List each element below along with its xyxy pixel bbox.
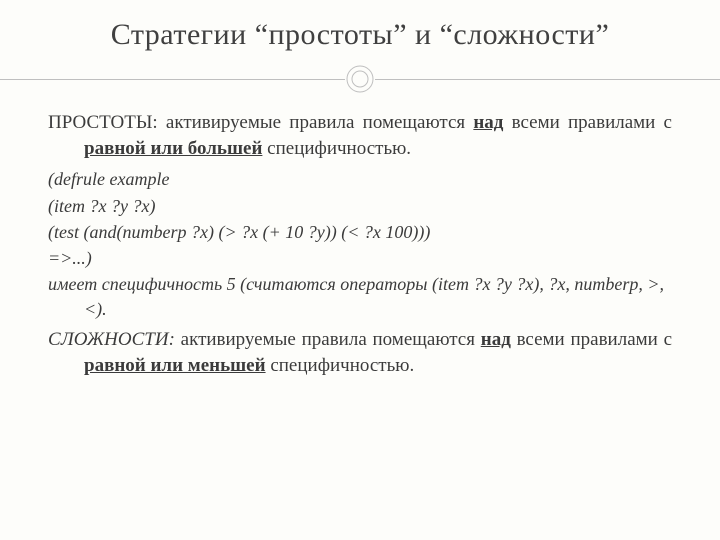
slide-body: ПРОСТОТЫ: активируемые правила помещаютс… <box>48 110 672 378</box>
text: всеми правилами с <box>503 112 672 133</box>
paragraph-simplicity: ПРОСТОТЫ: активируемые правила помещаютс… <box>48 110 672 161</box>
emph-over: над <box>473 112 503 133</box>
code-line-2: (item ?x ?y ?x) <box>48 194 672 218</box>
lead-simplicity: ПРОСТОТЫ: <box>48 112 158 133</box>
emph-equal-less: равной или меньшей <box>84 355 266 376</box>
code-line-3: (test (and(numberp ?x) (> ?x (+ 10 ?y)) … <box>48 220 672 244</box>
divider-ornament <box>345 64 375 94</box>
code-line-1: (defrule example <box>48 167 672 191</box>
paragraph-complexity: СЛОЖНОСТИ: активируемые правила помещают… <box>48 327 672 378</box>
text: активируемые правила помещаются <box>175 329 481 350</box>
emph-over-2: над <box>481 329 511 350</box>
slide-title: Стратегии “простоты” и “сложности” <box>48 18 672 52</box>
text: специфичностью. <box>266 355 415 376</box>
slide: Стратегии “простоты” и “сложности” ПРОСТ… <box>0 0 720 540</box>
code-line-4: =>...) <box>48 246 672 270</box>
title-divider <box>48 62 672 96</box>
text: специфичностью. <box>262 138 411 159</box>
text: активируемые правила помещаются <box>158 112 474 133</box>
lead-complexity: СЛОЖНОСТИ: <box>48 329 175 350</box>
text: всеми правилами с <box>511 329 672 350</box>
specificity-note: имеет специфичность 5 (считаются операто… <box>48 272 672 321</box>
emph-equal-greater: равной или большей <box>84 138 262 159</box>
